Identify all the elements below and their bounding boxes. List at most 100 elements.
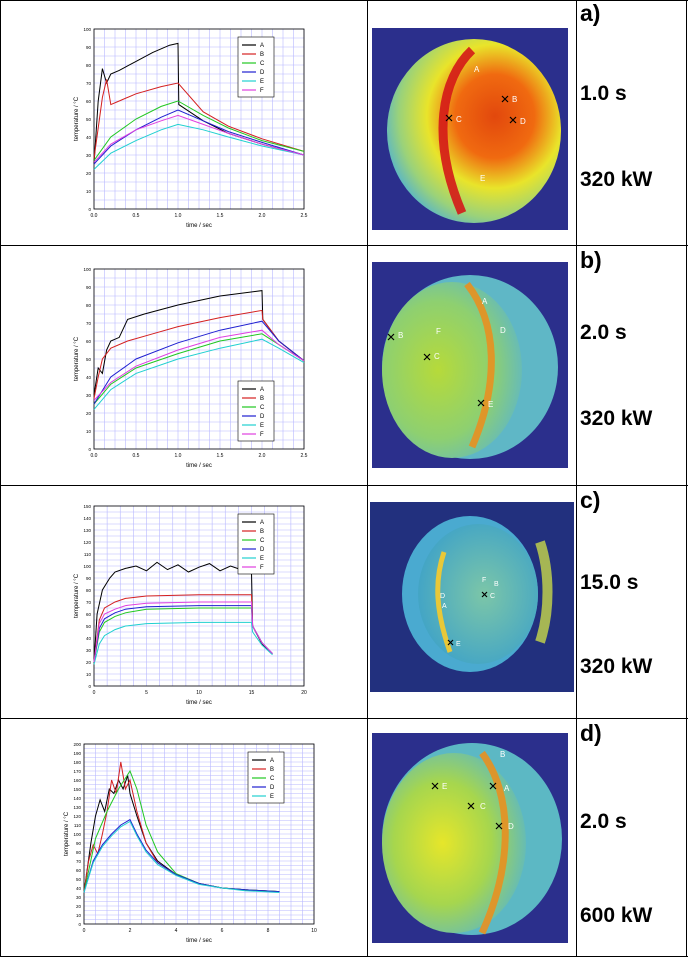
power-label-a: 320 kW [580, 168, 653, 191]
y-tick-label: 80 [76, 850, 82, 855]
legend-label-A: A [260, 520, 264, 526]
y-tick-label: 140 [73, 796, 81, 801]
y-tick-label: 80 [86, 63, 92, 68]
legend-label-F: F [260, 432, 264, 438]
x-tick-label: 2.0 [259, 213, 266, 219]
y-tick-label: 10 [86, 672, 92, 677]
y-tick-label: 10 [86, 429, 92, 434]
y-tick-label: 130 [73, 805, 81, 810]
thermal-marker-c-F: F [482, 577, 486, 584]
power-label-b: 320 kW [580, 407, 653, 430]
y-tick-label: 0 [88, 684, 91, 689]
y-tick-label: 80 [86, 303, 92, 308]
x-tick-label: 10 [311, 928, 317, 934]
y-tick-label: 130 [83, 528, 91, 533]
legend-label-D: D [260, 414, 265, 420]
panel-label-b: b) [580, 247, 602, 273]
plot-frame [83, 743, 315, 925]
y-tick-label: 40 [86, 636, 92, 641]
y-tick-label: 160 [73, 778, 81, 783]
legend-label-B: B [260, 529, 264, 535]
x-tick-label: 1.0 [175, 453, 182, 459]
x-tick-label: 1.5 [217, 213, 224, 219]
y-tick-label: 10 [76, 913, 82, 918]
y-tick-label: 40 [86, 375, 92, 380]
x-tick-label: 15 [249, 690, 255, 696]
plot-frame [93, 505, 305, 687]
y-tick-label: 70 [76, 859, 82, 864]
legend-label-E: E [260, 79, 264, 85]
y-tick-label: 150 [73, 787, 81, 792]
panel-label-c: c) [580, 487, 601, 513]
x-tick-label: 8 [267, 928, 270, 934]
y-tick-label: 70 [86, 81, 92, 86]
series-line-D [83, 818, 280, 893]
legend-label-C: C [260, 538, 265, 544]
thermal-marker-b-E: E [488, 400, 493, 409]
plot-frame [93, 268, 305, 450]
x-tick-label: 2 [129, 928, 132, 934]
legend-label-C: C [260, 61, 265, 67]
series-line-E [93, 123, 305, 170]
chart-b: 0 10 20 30 40 50 60 70 80 90 100 0.0 0.5 1.0 1.5 2.0 2.5… [70, 265, 310, 475]
series-line-B [93, 594, 273, 663]
thermal-marker-b-B: B [398, 331, 403, 340]
y-tick-label: 120 [83, 540, 91, 545]
y-tick-label: 90 [86, 285, 92, 290]
y-axis-label: temperature / °C [64, 811, 70, 856]
panel-label-d: d) [580, 720, 602, 746]
series-line-D [93, 109, 305, 165]
y-tick-label: 10 [86, 189, 92, 194]
series-line-F [93, 114, 305, 163]
thermal-marker-c-B: B [494, 581, 499, 588]
chart-a: 0 10 20 30 40 50 60 70 80 90 100 0.0 0.5 1.0 1.5 2.0 2.5… [70, 25, 310, 235]
y-tick-label: 100 [83, 564, 91, 569]
x-tick-label: 1.5 [217, 453, 224, 459]
y-tick-label: 0 [88, 207, 91, 212]
y-axis-label: temperature / °C [74, 573, 80, 618]
legend-label-D: D [260, 70, 265, 76]
y-tick-label: 60 [86, 339, 92, 344]
panel-label-a: a) [580, 0, 601, 26]
thermal-marker-b-C: C [434, 352, 440, 361]
y-tick-label: 20 [86, 660, 92, 665]
y-tick-label: 100 [83, 267, 91, 272]
chart-c: 0 10 20 30 40 50 60 70 80 90 100 110 120 130 140 150 0 5 1… [70, 502, 310, 712]
legend-label-B: B [260, 52, 264, 58]
thermal-marker-c-C: C [490, 593, 495, 600]
thermal-image-b: A B C D E F [372, 262, 568, 468]
y-tick-label: 0 [78, 922, 81, 927]
thermal-marker-d-A: A [504, 784, 510, 793]
legend-label-A: A [260, 43, 264, 49]
y-tick-label: 60 [76, 868, 82, 873]
series-line-B [93, 309, 305, 399]
x-tick-label: 0 [83, 928, 86, 934]
y-tick-label: 0 [88, 447, 91, 452]
y-tick-label: 70 [86, 600, 92, 605]
row-d-labels: d) 2.0 s 600 kW [580, 718, 688, 956]
series-line-A [93, 561, 273, 663]
y-tick-label: 30 [86, 648, 92, 653]
legend-label-F: F [260, 565, 264, 571]
legend-label-C: C [270, 776, 275, 782]
x-axis-label: time / sec [186, 938, 212, 944]
series-line-F [93, 329, 305, 401]
thermal-marker-a-A: A [474, 65, 480, 74]
y-tick-label: 140 [83, 516, 91, 521]
thermal-marker-b-F: F [436, 327, 441, 336]
row-a-labels: a) 1.0 s 320 kW [580, 0, 688, 245]
y-tick-label: 40 [86, 135, 92, 140]
legend-label-F: F [260, 88, 264, 94]
series-line-E [93, 621, 273, 665]
y-tick-label: 40 [76, 886, 82, 891]
x-tick-label: 6 [221, 928, 224, 934]
x-tick-label: 0.0 [91, 213, 98, 219]
y-tick-label: 90 [86, 45, 92, 50]
x-tick-label: 0.5 [133, 213, 140, 219]
y-tick-label: 30 [76, 895, 82, 900]
x-tick-label: 1.0 [175, 213, 182, 219]
power-label-d: 600 kW [580, 904, 653, 927]
thermal-marker-c-E: E [456, 641, 461, 648]
row-b-labels: b) 2.0 s 320 kW [580, 245, 688, 485]
